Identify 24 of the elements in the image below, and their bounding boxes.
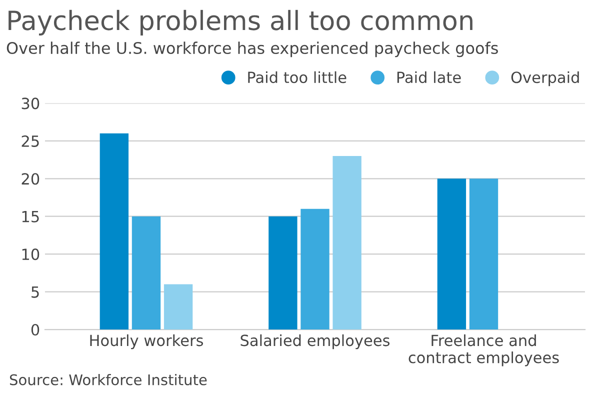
y-tick-label: 5 (32, 286, 39, 298)
y-tick-label: 25 (22, 135, 39, 147)
legend-label: Overpaid (511, 71, 579, 86)
y-tick-label: 15 (22, 211, 39, 222)
legend-label: Paid late (397, 71, 461, 84)
chart-subtitle: Over half the U.S. workforce has experienced paycheck goofs (6, 42, 498, 58)
bar (100, 133, 129, 330)
bar (332, 156, 362, 330)
y-tick-label: 10 (22, 248, 40, 260)
bar (300, 208, 330, 330)
legend-label: Paid too little (248, 71, 346, 84)
bar (164, 284, 193, 330)
bar (268, 216, 298, 330)
y-tick-label: 20 (22, 173, 40, 185)
bar (469, 178, 498, 330)
chart-title: Paycheck problems all too common (8, 10, 472, 36)
source-note: Source: Workforce Institute (10, 374, 207, 386)
bar (437, 178, 466, 330)
x-tick-label: Salaried employees (240, 334, 390, 350)
y-tick-label: 30 (22, 98, 40, 110)
bar (132, 216, 161, 330)
x-tick-label: Freelance and contract employees (408, 334, 559, 366)
y-tick-label: 0 (31, 324, 40, 336)
x-tick-label: Hourly workers (90, 334, 204, 350)
